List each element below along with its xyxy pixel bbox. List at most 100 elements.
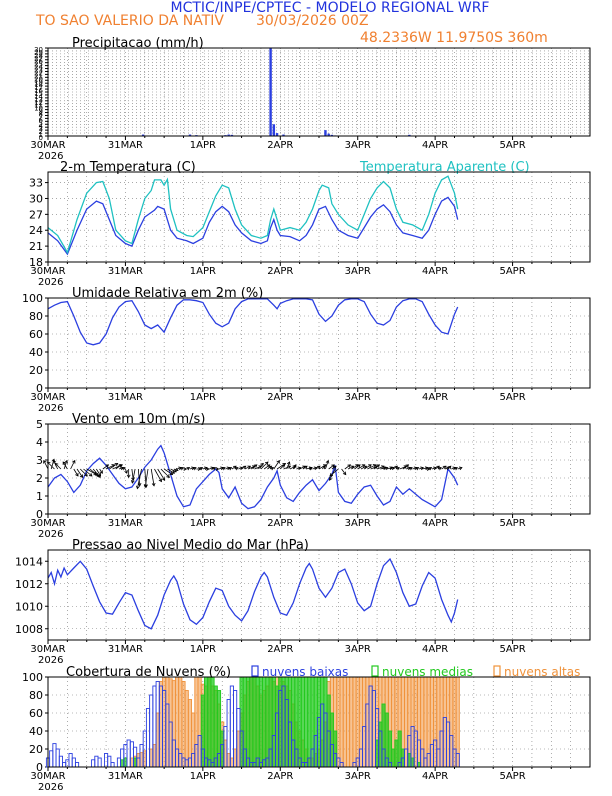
wind-vector: [160, 468, 170, 478]
wind-vector-head: [88, 473, 93, 477]
x-tick-label: 5APR: [499, 140, 525, 151]
low-cloud-bar: [94, 755, 99, 768]
high-cloud-bar: [368, 676, 373, 768]
panel-title: Vento em 10m (m/s): [72, 412, 205, 427]
wind-vector-head: [158, 478, 162, 483]
x-tick-label: 1APR: [190, 771, 216, 782]
y-tick-label: 4: [39, 122, 44, 130]
x-tick-label: 3APR: [345, 644, 371, 655]
high-cloud-bar: [352, 676, 357, 768]
wind-vector: [70, 460, 76, 470]
wind-vector-head: [357, 464, 361, 468]
wind-vector-head: [297, 466, 302, 471]
high-cloud-bar: [336, 676, 341, 768]
wind-vector: [157, 468, 166, 481]
y-tick-label: 100: [22, 292, 43, 305]
wind-vector: [422, 467, 428, 470]
wind-vector-head: [131, 477, 135, 481]
y-tick-label: 4: [36, 436, 43, 449]
x-tick-label: 5APR: [499, 266, 525, 277]
y-tick-label: 21: [34, 72, 43, 80]
high-cloud-bar: [236, 730, 241, 768]
main-title: MCTIC/INPE/CPTEC - MODELO REGIONAL WRF: [171, 0, 490, 16]
wind-vector-head: [260, 462, 264, 467]
wind-vector-head: [52, 459, 57, 464]
y-tick-label: 2: [36, 472, 43, 485]
mid-cloud-bar: [284, 676, 289, 768]
mid-cloud-bar: [304, 676, 309, 768]
x-tick-label: 5APR: [499, 644, 525, 655]
panel-title: Umidade Relativa em 2m (%): [72, 286, 263, 301]
low-cloud-bar: [229, 685, 234, 768]
y-tick-label: 30: [34, 46, 43, 54]
y-tick-label: 25: [34, 61, 43, 69]
x-year-label: 2026: [38, 782, 63, 792]
mid-cloud-bar: [407, 753, 412, 768]
mid-cloud-bar: [307, 676, 312, 768]
wind-vector: [363, 464, 372, 470]
precip-bar: [408, 134, 411, 136]
y-tick-label: 60: [29, 707, 43, 720]
high-cloud-bar: [168, 678, 173, 768]
low-cloud-bar: [58, 755, 63, 768]
precip-bar: [282, 134, 285, 136]
x-tick-label: 30MAR: [30, 518, 65, 529]
wind-vector: [386, 467, 393, 470]
wind-vector: [347, 465, 354, 470]
high-cloud-bar: [439, 676, 444, 768]
wind-vector: [102, 464, 109, 470]
precip-bar: [188, 134, 192, 136]
wind-vector: [360, 465, 367, 470]
wind-vector-head: [286, 461, 291, 466]
wind-vector-head: [175, 467, 179, 472]
y-tick-label: 27: [29, 208, 43, 221]
high-cloud-bar: [181, 681, 186, 768]
high-cloud-bar: [229, 757, 234, 768]
y-tick-label: 40: [29, 346, 43, 359]
y-tick-label: 1: [39, 131, 43, 139]
low-cloud-bar: [110, 762, 115, 768]
mid-cloud-bar: [281, 676, 286, 768]
y-tick-label: 80: [29, 310, 43, 323]
wind-vector-head: [428, 466, 433, 471]
wind-vector: [341, 468, 347, 475]
panel-title: 2-m Temperatura (C): [60, 160, 196, 175]
wind-vector: [315, 465, 321, 470]
mid-cloud-bar: [397, 730, 402, 768]
x-tick-label: 3APR: [345, 266, 371, 277]
low-cloud-bar: [91, 759, 96, 768]
high-cloud-bar: [174, 676, 180, 768]
wind-vector: [276, 463, 286, 470]
y-tick-label: 0: [39, 134, 43, 142]
panel-1: Precipitacao (mm/h)012345678910111213141…: [30, 36, 591, 162]
y-tick-label: 0: [36, 508, 43, 521]
wind-vector-head: [268, 465, 273, 470]
wind-vector: [47, 461, 55, 470]
series-line: [47, 557, 459, 630]
wind-vector: [241, 465, 246, 470]
coords-label: 48.2336W 11.9750S 360m: [360, 30, 548, 46]
wind-vector-head: [192, 466, 197, 471]
series-line: [47, 444, 459, 510]
wind-vector-head: [436, 465, 440, 470]
high-cloud-bar: [342, 676, 347, 768]
wind-vector: [109, 463, 118, 470]
wind-vector-head: [322, 465, 326, 470]
y-tick-label: 1: [36, 490, 43, 503]
mid-cloud-bar: [239, 676, 244, 768]
wind-vector: [292, 464, 297, 470]
mid-cloud-bar: [204, 676, 209, 768]
y-tick-label: 5: [39, 119, 43, 127]
wind-vector: [136, 468, 142, 489]
wind-vector-head: [281, 464, 286, 468]
y-tick-label: 60: [29, 328, 43, 341]
wind-vector-head: [270, 466, 275, 471]
wind-vector-head: [79, 474, 84, 479]
mid-cloud-bar: [252, 676, 257, 768]
y-tick-label: 15: [34, 90, 43, 98]
x-tick-label: 5APR: [499, 392, 525, 403]
x-tick-label: 2APR: [267, 644, 293, 655]
high-cloud-bar: [436, 676, 441, 768]
wind-vector-head: [124, 470, 128, 474]
